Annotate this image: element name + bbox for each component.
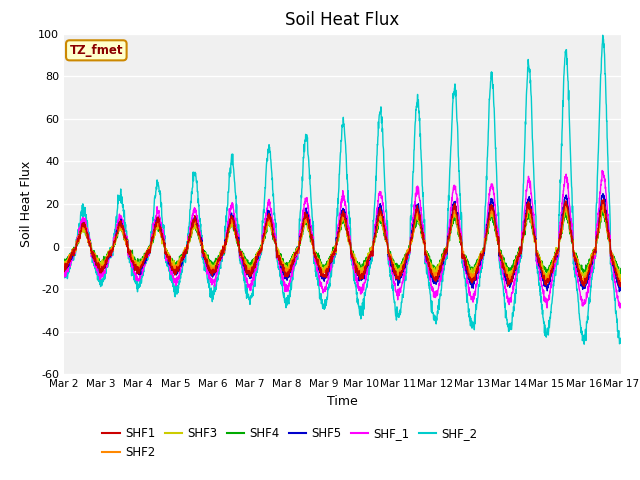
- SHF_1: [583, 293, 591, 299]
- SHF1: [60, 264, 68, 270]
- SHF_1: [216, 260, 223, 265]
- SHF2: [600, 202, 607, 207]
- SHF4: [583, 263, 591, 269]
- SHF_2: [599, 32, 607, 38]
- SHF_1: [616, 305, 624, 311]
- SHF_2: [371, 204, 378, 209]
- SHF_2: [584, 320, 591, 326]
- X-axis label: Time: Time: [327, 395, 358, 408]
- Legend: SHF1, SHF2, SHF3, SHF4, SHF5, SHF_1, SHF_2: SHF1, SHF2, SHF3, SHF4, SHF5, SHF_1, SHF…: [98, 422, 482, 464]
- SHF2: [358, 269, 366, 275]
- SHF4: [600, 209, 607, 215]
- SHF1: [617, 283, 625, 289]
- Line: SHF3: SHF3: [64, 207, 621, 278]
- Line: SHF5: SHF5: [64, 193, 621, 291]
- Title: Soil Heat Flux: Soil Heat Flux: [285, 11, 399, 29]
- SHF3: [371, 237, 378, 243]
- SHF1: [568, 235, 575, 240]
- SHF3: [562, 204, 570, 210]
- SHF5: [617, 286, 625, 291]
- SHF_2: [60, 273, 68, 278]
- SHF2: [616, 281, 624, 287]
- Line: SHF4: SHF4: [64, 212, 621, 273]
- SHF_2: [617, 338, 625, 344]
- SHF5: [599, 191, 607, 196]
- SHF4: [504, 265, 512, 271]
- SHF2: [617, 276, 625, 281]
- SHF_2: [568, 183, 575, 189]
- SHF3: [358, 266, 366, 272]
- SHF_2: [580, 341, 588, 347]
- SHF_2: [358, 300, 366, 306]
- Line: SHF1: SHF1: [64, 200, 621, 287]
- SHF4: [60, 257, 68, 263]
- SHF2: [60, 260, 68, 266]
- SHF1: [358, 274, 366, 280]
- SHF_2: [216, 264, 223, 270]
- SHF3: [60, 261, 68, 267]
- SHF5: [616, 288, 623, 294]
- SHF_1: [371, 229, 378, 235]
- SHF3: [617, 276, 625, 281]
- SHF3: [216, 254, 223, 260]
- SHF_1: [568, 224, 575, 229]
- SHF2: [371, 237, 378, 243]
- Line: SHF_2: SHF_2: [64, 35, 621, 344]
- SHF2: [583, 271, 591, 277]
- SHF1: [600, 197, 607, 203]
- SHF4: [216, 256, 223, 262]
- SHF2: [568, 232, 575, 238]
- SHF1: [371, 234, 378, 240]
- Line: SHF2: SHF2: [64, 204, 621, 284]
- SHF_1: [617, 304, 625, 310]
- SHF4: [568, 239, 575, 245]
- SHF1: [583, 276, 591, 282]
- SHF_1: [504, 300, 512, 305]
- SHF4: [358, 261, 366, 267]
- SHF_1: [598, 168, 606, 173]
- SHF5: [504, 277, 512, 283]
- Line: SHF_1: SHF_1: [64, 170, 621, 308]
- SHF1: [216, 258, 223, 264]
- SHF_2: [504, 322, 512, 327]
- SHF3: [584, 269, 591, 275]
- SHF5: [583, 280, 591, 286]
- SHF4: [617, 270, 625, 276]
- SHF2: [504, 274, 512, 279]
- SHF3: [504, 272, 512, 277]
- SHF4: [371, 240, 378, 245]
- SHF1: [616, 284, 624, 289]
- SHF3: [568, 236, 575, 242]
- SHF5: [60, 266, 68, 272]
- Y-axis label: Soil Heat Flux: Soil Heat Flux: [20, 161, 33, 247]
- SHF5: [216, 256, 223, 262]
- SHF1: [504, 278, 512, 284]
- SHF_1: [60, 275, 68, 280]
- SHF5: [358, 276, 366, 282]
- SHF2: [216, 255, 223, 261]
- SHF4: [617, 266, 625, 272]
- Text: TZ_fmet: TZ_fmet: [70, 44, 123, 57]
- SHF5: [568, 229, 575, 235]
- SHF_1: [358, 289, 366, 295]
- SHF5: [371, 236, 378, 242]
